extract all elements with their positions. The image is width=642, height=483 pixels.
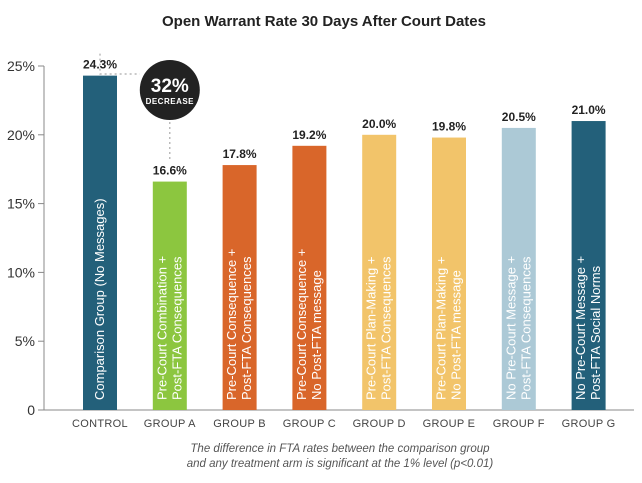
data-label: 20.0% xyxy=(362,117,396,131)
category-label: GROUP C xyxy=(283,418,336,430)
bar-inner-label: Post-FTA Consequences xyxy=(169,256,184,400)
y-tick-label: 25% xyxy=(7,58,35,74)
category-label: CONTROL xyxy=(72,418,128,430)
callout-caption: DECREASE xyxy=(146,97,195,106)
bar-inner-label: Post-FTA Consequences xyxy=(239,256,254,400)
data-label: 24.3% xyxy=(83,58,117,72)
bar xyxy=(501,127,536,411)
data-label: 19.8% xyxy=(432,120,466,134)
category-label: GROUP E xyxy=(423,418,476,430)
bar xyxy=(292,145,327,411)
callout-connector xyxy=(99,53,140,75)
bar-inner-label: Pre-Court Plan-Making + xyxy=(434,257,449,400)
bar xyxy=(152,181,187,410)
y-tick-label: 5% xyxy=(15,333,35,349)
y-tick-label: 20% xyxy=(7,127,35,143)
bar-inner-label: Post-FTA Consequences xyxy=(379,256,394,400)
bar xyxy=(83,75,117,410)
category-label: GROUP A xyxy=(144,418,196,430)
decrease-callout: 32%DECREASE xyxy=(99,53,200,160)
bar-inner-label: Post-FTA Social Norms xyxy=(588,265,603,400)
data-label: 20.5% xyxy=(502,110,536,124)
data-label: 21.0% xyxy=(572,103,606,117)
bar xyxy=(571,121,606,410)
callout-percent: 32% xyxy=(151,76,189,97)
bar xyxy=(432,137,466,410)
data-label: 17.8% xyxy=(223,147,257,161)
bar-inner-label: No Post-FTA message xyxy=(309,270,324,400)
category-label: GROUP B xyxy=(213,418,266,430)
bars: 24.3% CONTROL Comparison Group (No Message… xyxy=(72,58,615,430)
bar-inner-label: Pre-Court Consequence + xyxy=(294,249,309,400)
bar-inner-label: No Pre-Court Message + xyxy=(573,256,588,400)
chart-title: Open Warrant Rate 30 Days After Court Da… xyxy=(162,13,486,30)
data-label: 19.2% xyxy=(292,128,326,142)
y-tick-label: 15% xyxy=(7,196,35,212)
bar-inner-label: Comparison Group (No Messages) xyxy=(92,198,107,400)
bar-inner-label: No Pre-Court Message + xyxy=(503,256,518,400)
axes: 0 5% 10% 15% 20% 25% xyxy=(7,58,634,418)
bar-inner-label: No Post-FTA message xyxy=(449,270,464,400)
y-tick-label: 10% xyxy=(7,264,35,280)
y-tick-label: 0 xyxy=(27,402,35,418)
category-label: GROUP D xyxy=(353,418,406,430)
bar-inner-label: Pre-Court Consequence + xyxy=(224,249,239,400)
category-label: GROUP G xyxy=(562,418,616,430)
footnote: The difference in FTA rates between the … xyxy=(187,443,494,470)
bar xyxy=(222,165,257,410)
footnote-line: The difference in FTA rates between the … xyxy=(190,443,490,455)
bar-inner-label: Pre-Court Combination + xyxy=(154,256,169,400)
bar xyxy=(362,134,397,411)
data-label: 16.6% xyxy=(153,164,187,178)
footnote-line: and any treatment arm is significant at … xyxy=(187,458,494,470)
callout-badge xyxy=(139,60,200,120)
category-label: GROUP F xyxy=(493,418,545,430)
bar-inner-label: Pre-Court Plan-Making + xyxy=(364,257,379,400)
bar-inner-label: Post-FTA Consequences xyxy=(518,256,533,400)
